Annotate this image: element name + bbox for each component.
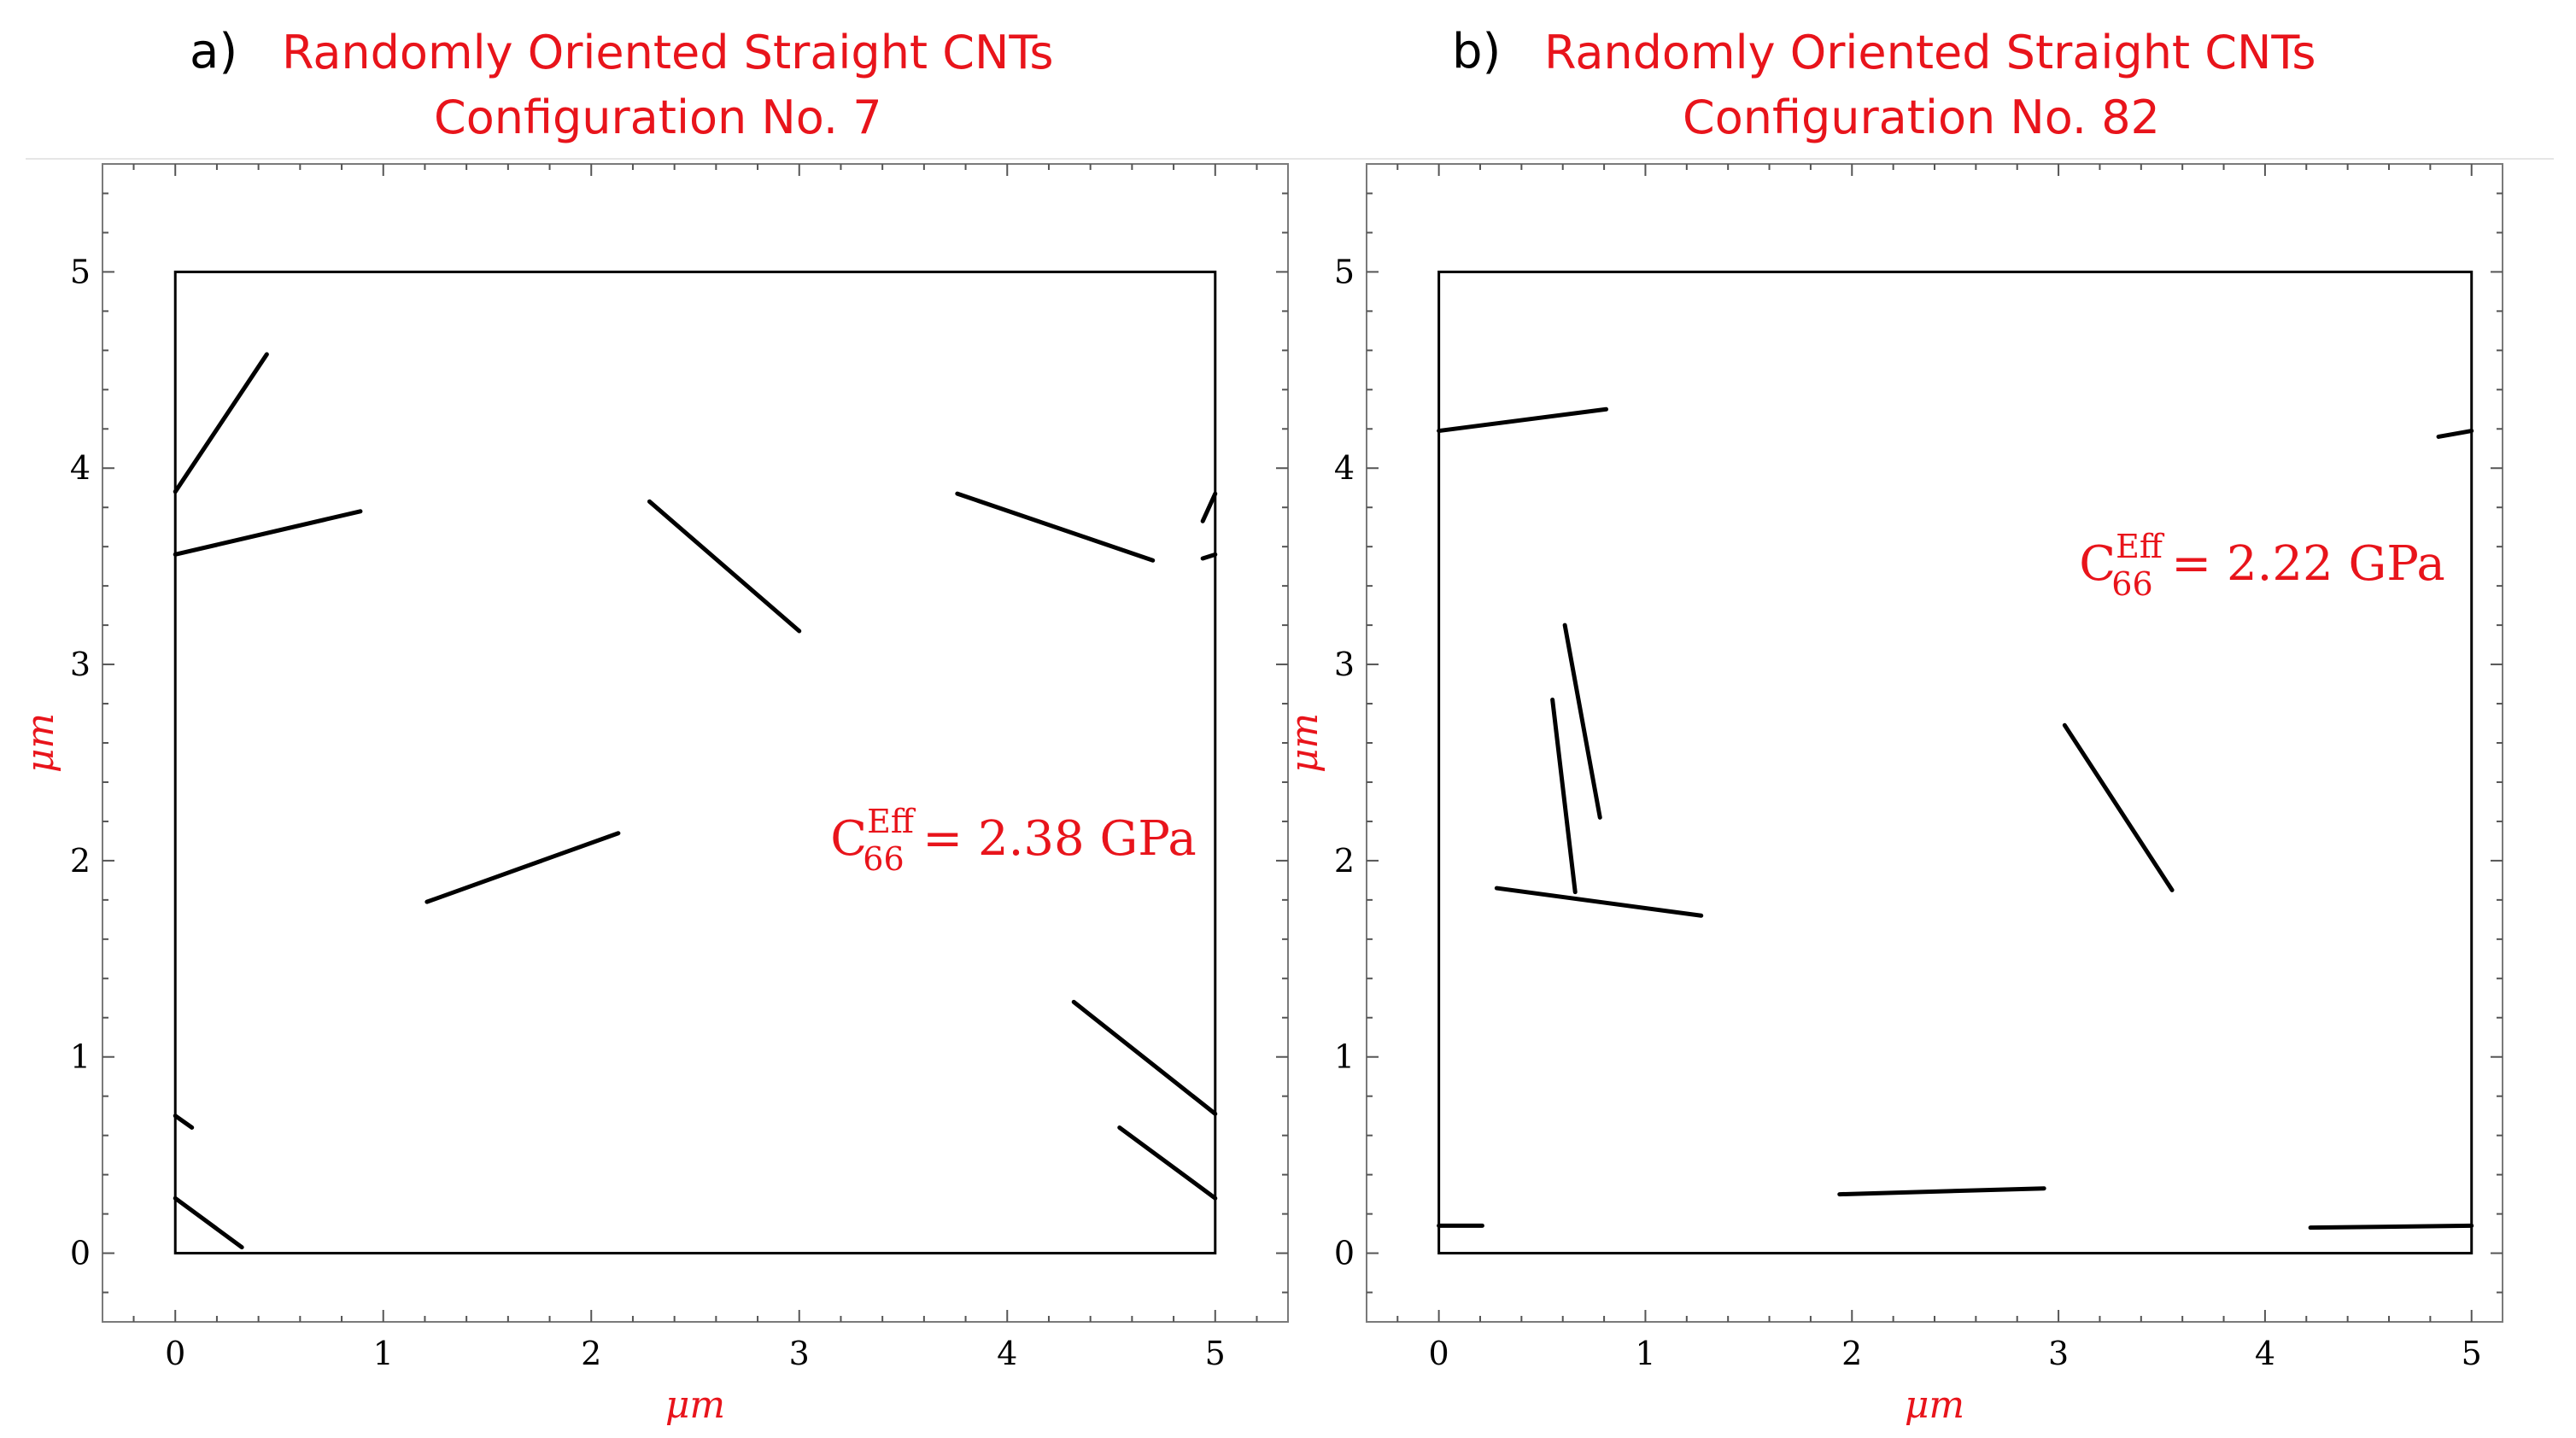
- cnt-segment: [647, 499, 802, 634]
- plot-frame: [1366, 163, 2503, 1323]
- cnt-segment: [424, 831, 621, 904]
- panel-b-title-line1: Randomly Oriented Straight CNTs: [1544, 26, 2316, 79]
- cnt-segment: [2062, 722, 2175, 892]
- x-tick-label: 1: [373, 1335, 394, 1372]
- stiffness-annotation: CEff: [830, 803, 916, 867]
- stiffness-annotation-subscript: 66: [2111, 565, 2152, 603]
- y-tick-label: 3: [1334, 646, 1355, 683]
- y-tick-label: 1: [70, 1038, 91, 1076]
- cnt-segment: [1837, 1186, 2046, 1197]
- panel-b-letter: b): [1452, 24, 1502, 79]
- stiffness-annotation-subscript: 66: [863, 840, 904, 878]
- y-tick-label: 1: [1334, 1038, 1355, 1076]
- cnt-segment: [1200, 552, 1218, 561]
- y-tick-label: 2: [1334, 842, 1355, 880]
- cnt-segment: [955, 491, 1156, 563]
- cnt-segment: [1437, 406, 1609, 434]
- y-tick-label: 4: [1334, 449, 1355, 487]
- cnt-segment: [1071, 999, 1218, 1116]
- y-tick-label: 0: [1334, 1235, 1355, 1272]
- panel-a-letter: a): [190, 24, 238, 79]
- y-axis-label: μm: [1283, 713, 1326, 773]
- x-tick-label: 0: [1429, 1335, 1449, 1372]
- panel-b-title-line2: Configuration No. 82: [1683, 91, 2160, 144]
- y-tick-label: 5: [70, 253, 91, 290]
- x-tick-label: 2: [1841, 1335, 1862, 1372]
- x-tick-label: 1: [1635, 1335, 1655, 1372]
- x-tick-label: 3: [789, 1335, 810, 1372]
- cnt-segment: [2308, 1223, 2474, 1230]
- y-tick-label: 3: [70, 646, 91, 683]
- stiffness-annotation: CEff: [2079, 528, 2165, 592]
- x-tick-label: 2: [581, 1335, 601, 1372]
- cnt-segment: [1117, 1125, 1218, 1201]
- cnt-segment: [1562, 623, 1602, 820]
- x-axis-label: μm: [1905, 1383, 1964, 1427]
- panel-a-title-line1: Randomly Oriented Straight CNTs: [282, 26, 1054, 79]
- y-tick-label: 4: [70, 449, 91, 487]
- cnt-segment: [173, 509, 363, 557]
- y-tick-label: 0: [70, 1235, 91, 1272]
- cnt-segment: [1200, 491, 1218, 523]
- plot-frame: [102, 163, 1289, 1323]
- x-tick-label: 3: [2048, 1335, 2069, 1372]
- rve-box: [173, 270, 1217, 1255]
- cnt-segment: [173, 1114, 195, 1130]
- cnt-segment: [1550, 697, 1578, 895]
- stiffness-annotation-value: = 2.38 GPa: [922, 811, 1197, 867]
- cnt-segment: [173, 1195, 244, 1250]
- stiffness-annotation-value: = 2.22 GPa: [2171, 536, 2445, 592]
- rve-box: [1437, 270, 2474, 1255]
- cnt-segment: [2436, 429, 2474, 439]
- y-axis-label: μm: [19, 713, 62, 773]
- x-tick-label: 0: [165, 1335, 185, 1372]
- cnt-segment: [173, 352, 269, 494]
- y-tick-label: 5: [1334, 253, 1355, 290]
- y-tick-label: 2: [70, 842, 91, 880]
- panel-a-title-line2: Configuration No. 7: [434, 91, 882, 144]
- x-tick-label: 4: [2255, 1335, 2275, 1372]
- x-tick-label: 5: [2462, 1335, 2482, 1372]
- x-tick-label: 5: [1205, 1335, 1226, 1372]
- x-tick-label: 4: [997, 1335, 1017, 1372]
- x-axis-label: μm: [665, 1383, 725, 1427]
- cnt-segment: [1494, 886, 1704, 918]
